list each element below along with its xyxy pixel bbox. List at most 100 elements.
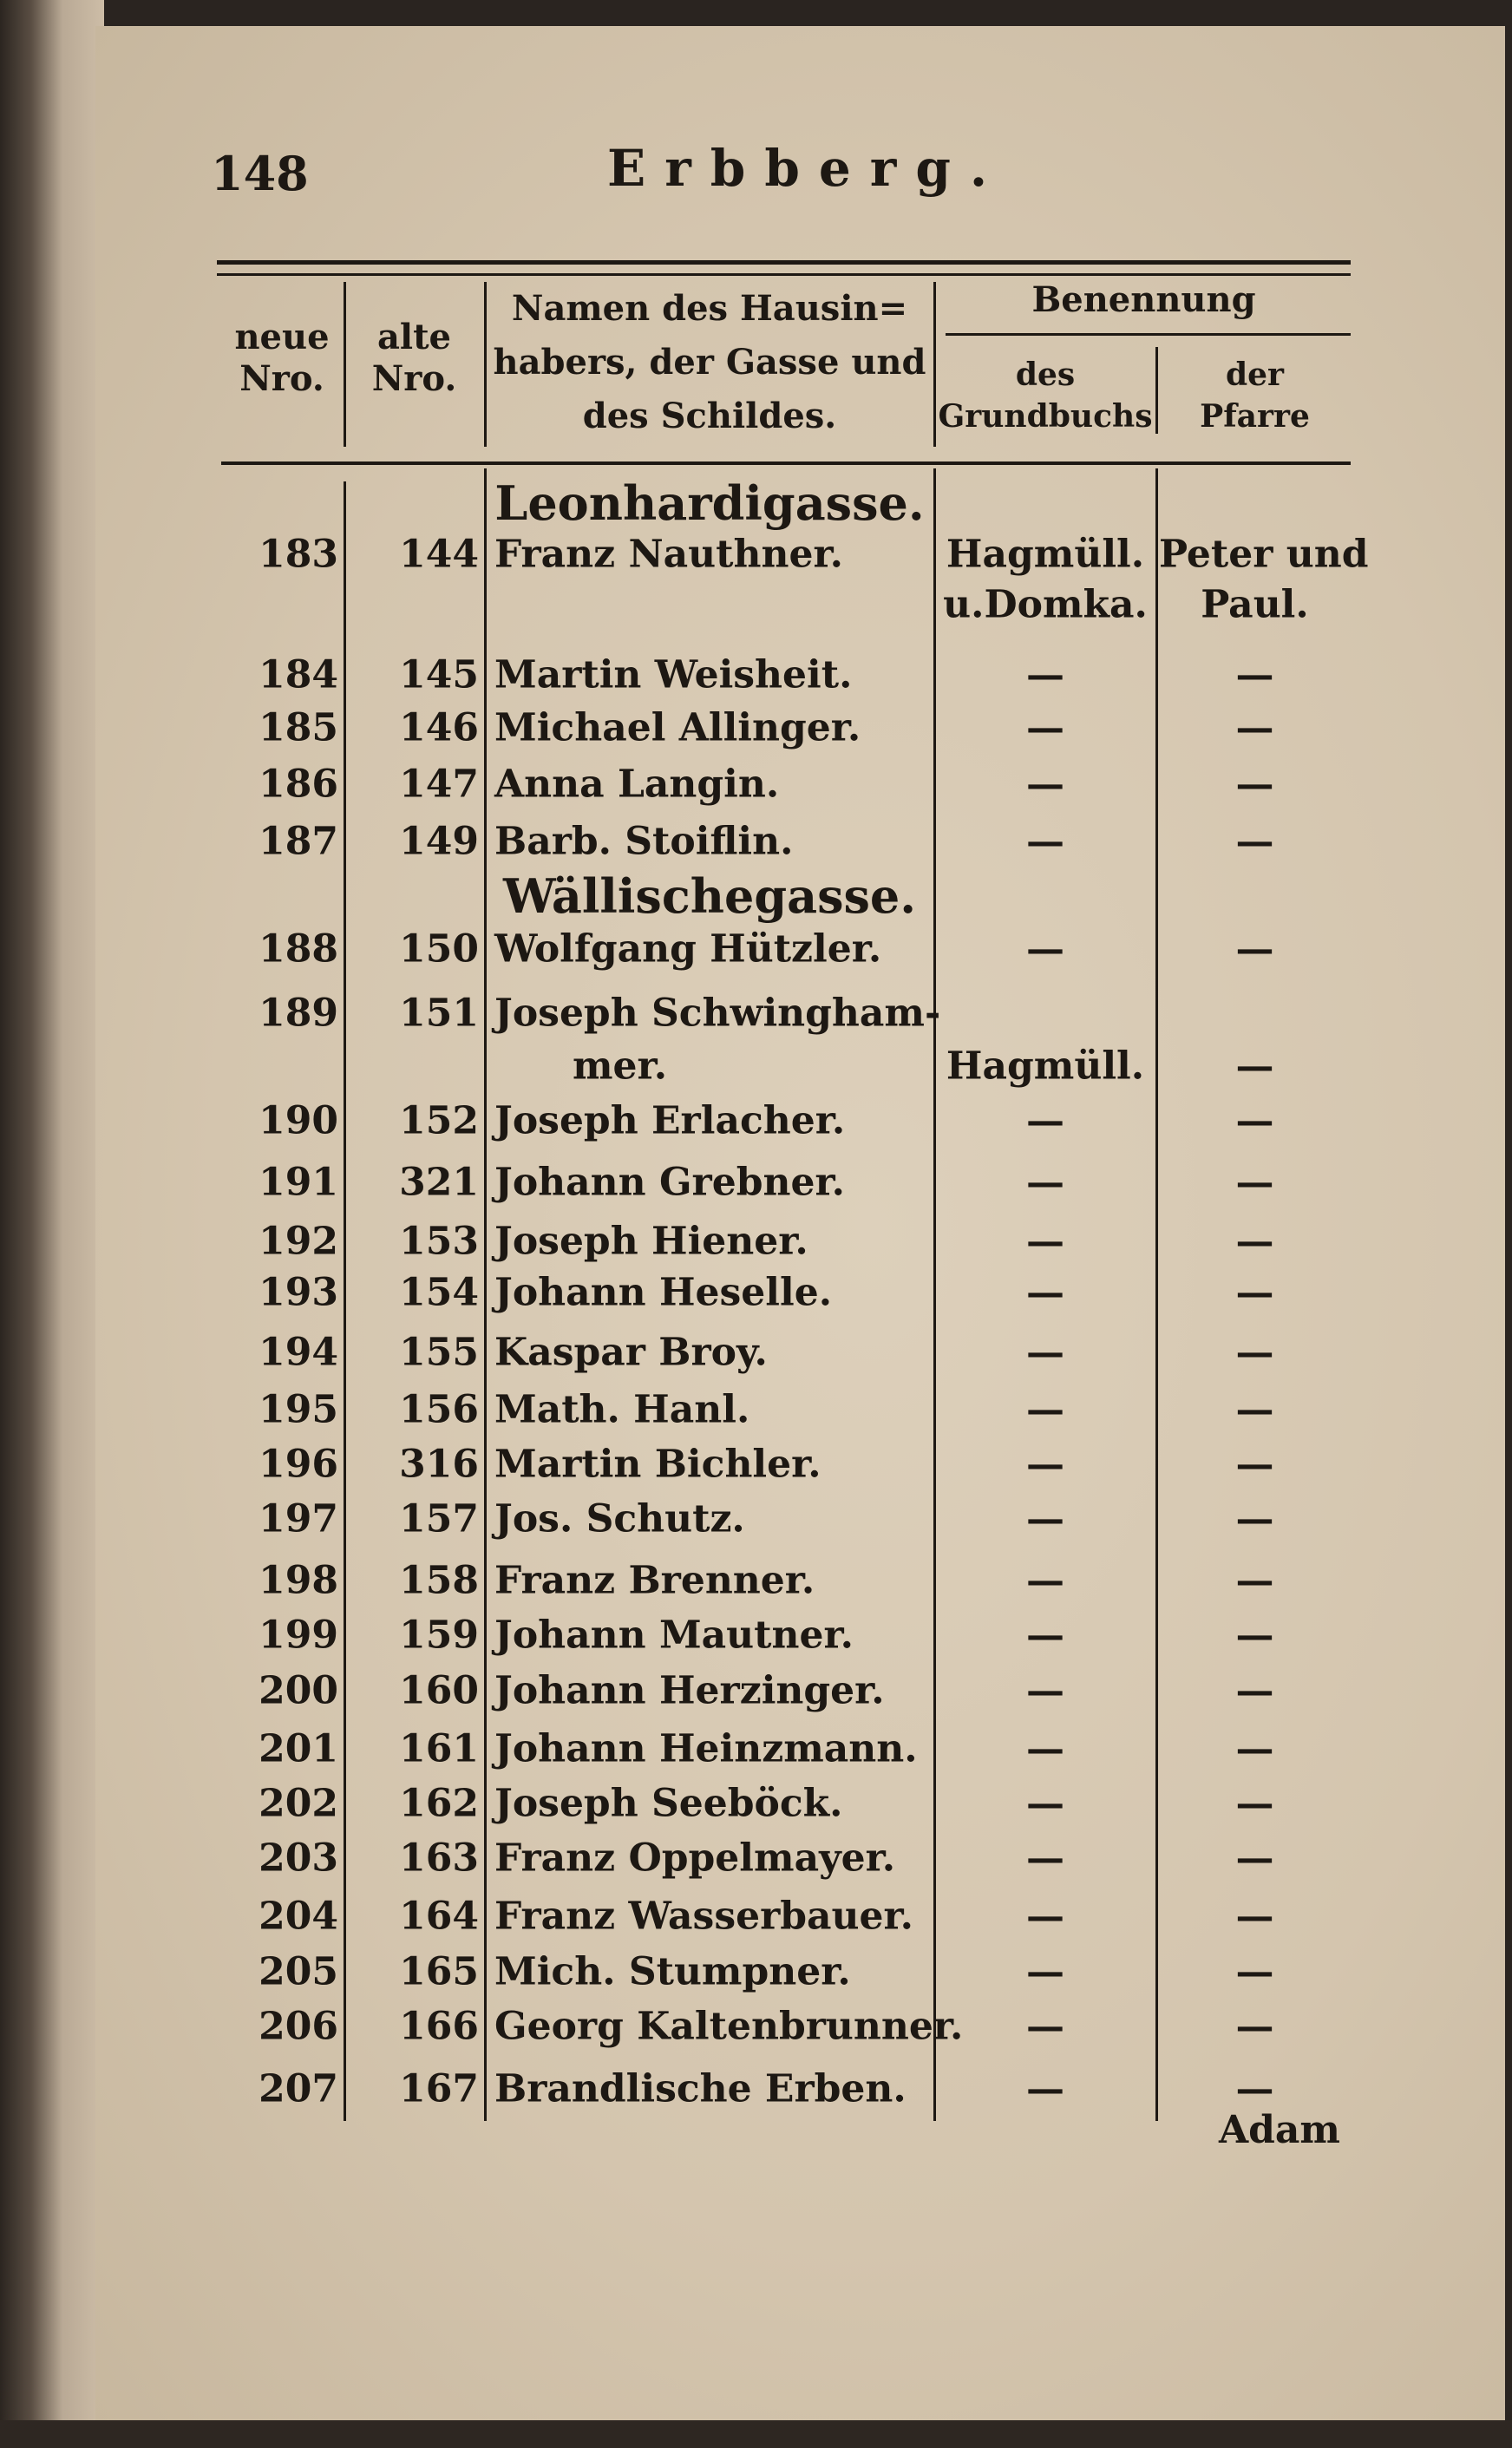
ditto-dash: — bbox=[1026, 2004, 1064, 2049]
header-pfarre: der Pfarre bbox=[1159, 354, 1351, 437]
header-text: des Schildes. bbox=[582, 396, 837, 436]
header-text: Pfarre bbox=[1200, 398, 1310, 435]
owner-name: Johann Heinzmann. bbox=[494, 1726, 918, 1771]
alte-nro: 162 bbox=[399, 1781, 479, 1826]
col-divider bbox=[484, 468, 487, 2121]
alte-nro: 156 bbox=[399, 1387, 479, 1432]
header-neue-nro: neue Nro. bbox=[221, 317, 343, 400]
ditto-dash: — bbox=[1026, 1219, 1064, 1264]
ditto-dash: — bbox=[1026, 2066, 1064, 2111]
neue-nro: 202 bbox=[259, 1781, 338, 1826]
neue-nro: 199 bbox=[259, 1613, 338, 1658]
neue-nro: 206 bbox=[259, 2004, 338, 2049]
alte-nro: 157 bbox=[399, 1496, 479, 1541]
owner-name: Johann Herzinger. bbox=[494, 1668, 885, 1713]
ditto-dash: — bbox=[1026, 926, 1064, 972]
neue-nro: 186 bbox=[259, 762, 338, 807]
ditto-dash: — bbox=[1235, 1270, 1274, 1315]
neue-nro: 201 bbox=[259, 1726, 338, 1771]
ditto-dash: — bbox=[1026, 1558, 1064, 1603]
ditto-dash: — bbox=[1235, 1387, 1274, 1432]
owner-name: Johann Heselle. bbox=[494, 1270, 833, 1315]
header-rule bbox=[221, 461, 1351, 465]
neue-nro: 188 bbox=[259, 926, 338, 972]
alte-nro: 316 bbox=[399, 1442, 479, 1487]
ditto-dash: — bbox=[1235, 1781, 1274, 1826]
neue-nro: 207 bbox=[259, 2066, 338, 2111]
ditto-dash: — bbox=[1026, 819, 1064, 864]
alte-nro: 149 bbox=[399, 819, 479, 864]
ditto-dash: — bbox=[1235, 1558, 1274, 1603]
header-text: Nro. bbox=[371, 358, 457, 399]
header-text: des bbox=[1015, 357, 1076, 393]
ditto-dash: — bbox=[1026, 652, 1064, 697]
ditto-dash: — bbox=[1026, 1270, 1064, 1315]
neue-nro: 197 bbox=[259, 1496, 338, 1541]
ditto-dash: — bbox=[1235, 652, 1274, 697]
pfarre-name-cont: Paul. bbox=[1201, 582, 1309, 627]
col-divider bbox=[1155, 468, 1158, 2121]
grundbuch-name: Hagmüll. bbox=[946, 532, 1145, 577]
header-namen: Namen des Hausin= habers, der Gasse und … bbox=[488, 282, 932, 443]
ditto-dash: — bbox=[1235, 1044, 1274, 1089]
alte-nro: 166 bbox=[399, 2004, 479, 2049]
owner-name: Barb. Stoiflin. bbox=[494, 819, 794, 864]
header-benennung: Benennung bbox=[1031, 279, 1256, 320]
neue-nro: 189 bbox=[259, 991, 338, 1036]
neue-nro: 200 bbox=[259, 1668, 338, 1713]
owner-name: Kaspar Broy. bbox=[494, 1330, 768, 1375]
alte-nro: 144 bbox=[399, 532, 479, 577]
col-divider bbox=[484, 282, 487, 447]
col-divider bbox=[344, 282, 346, 447]
ditto-dash: — bbox=[1235, 1894, 1274, 1939]
header-alte-nro: alte Nro. bbox=[347, 317, 481, 400]
neue-nro: 205 bbox=[259, 1949, 338, 1994]
ditto-dash: — bbox=[1026, 1949, 1064, 1994]
owner-name: Michael Allinger. bbox=[494, 705, 861, 750]
owner-name: Franz Oppelmayer. bbox=[494, 1836, 896, 1881]
owner-name: Brandlische Erben. bbox=[494, 2066, 907, 2111]
alte-nro: 165 bbox=[399, 1949, 479, 1994]
owner-name: Jos. Schutz. bbox=[494, 1496, 745, 1541]
ditto-dash: — bbox=[1235, 819, 1274, 864]
street-heading: Wällischegasse. bbox=[502, 868, 917, 924]
alte-nro: 158 bbox=[399, 1558, 479, 1603]
owner-name: Joseph Schwingham- bbox=[494, 991, 941, 1036]
ditto-dash: — bbox=[1026, 1496, 1064, 1541]
ditto-dash: — bbox=[1026, 1160, 1064, 1205]
ditto-dash: — bbox=[1026, 1894, 1064, 1939]
header-text: habers, der Gasse und bbox=[493, 342, 926, 383]
neue-nro: 198 bbox=[259, 1558, 338, 1603]
top-rule-2 bbox=[217, 273, 1351, 276]
owner-name: Martin Bichler. bbox=[494, 1442, 821, 1487]
ditto-dash: — bbox=[1026, 1726, 1064, 1771]
owner-name: Math. Hanl. bbox=[494, 1387, 750, 1432]
header-text: Grundbuchs bbox=[938, 398, 1153, 435]
alte-nro: 321 bbox=[399, 1160, 479, 1205]
ditto-dash: — bbox=[1235, 1949, 1274, 1994]
header-text: der bbox=[1225, 357, 1285, 393]
neue-nro: 190 bbox=[259, 1098, 338, 1143]
ditto-dash: — bbox=[1026, 1098, 1064, 1143]
owner-name: Georg Kaltenbrunner. bbox=[494, 2004, 964, 2049]
page-number: 148 bbox=[211, 146, 309, 201]
ditto-dash: — bbox=[1235, 1160, 1274, 1205]
owner-name: Franz Brenner. bbox=[494, 1558, 815, 1603]
ditto-dash: — bbox=[1235, 1613, 1274, 1658]
ditto-dash: — bbox=[1235, 1330, 1274, 1375]
owner-name: Joseph Seeböck. bbox=[494, 1781, 843, 1826]
neue-nro: 203 bbox=[259, 1836, 338, 1881]
header-text: Nro. bbox=[239, 358, 324, 399]
ditto-dash: — bbox=[1235, 1098, 1274, 1143]
catchword: Adam bbox=[1219, 2108, 1340, 2152]
owner-name: Franz Wasserbauer. bbox=[494, 1894, 913, 1939]
neue-nro: 204 bbox=[259, 1894, 338, 1939]
ditto-dash: — bbox=[1235, 1219, 1274, 1264]
owner-name: Franz Nauthner. bbox=[494, 532, 843, 577]
alte-nro: 160 bbox=[399, 1668, 479, 1713]
neue-nro: 184 bbox=[259, 652, 338, 697]
alte-nro: 159 bbox=[399, 1613, 479, 1658]
header-text: Namen des Hausin= bbox=[511, 288, 908, 329]
ditto-dash: — bbox=[1026, 705, 1064, 750]
owner-name: Wolfgang Hützler. bbox=[494, 926, 882, 972]
